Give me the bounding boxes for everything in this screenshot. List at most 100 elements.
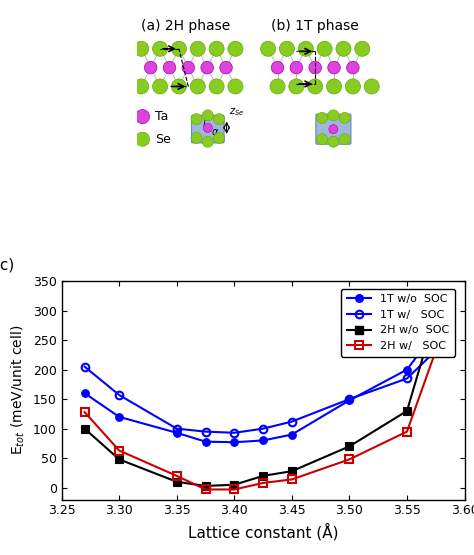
2H w/o  SOC (203, 483, 209, 490)
2H w/   SOC (260, 480, 266, 486)
Circle shape (209, 41, 224, 56)
Circle shape (172, 79, 186, 94)
1T w/o  SOC (203, 438, 209, 445)
Circle shape (339, 112, 350, 123)
1T w/o  SOC (116, 413, 122, 420)
1T w/o  SOC (260, 437, 266, 444)
2H w/o  SOC (289, 468, 295, 475)
2H w/   SOC (289, 476, 295, 483)
Circle shape (298, 41, 313, 56)
Circle shape (317, 134, 328, 145)
2H w/   SOC (203, 486, 209, 493)
Circle shape (153, 41, 168, 56)
Circle shape (309, 62, 321, 74)
Circle shape (190, 41, 205, 56)
2H w/o  SOC (231, 481, 237, 488)
1T w/   SOC (404, 375, 410, 382)
Circle shape (202, 110, 213, 121)
Circle shape (328, 136, 339, 147)
Circle shape (308, 79, 323, 94)
Circle shape (271, 62, 284, 74)
Line: 1T w/o  SOC: 1T w/o SOC (81, 327, 439, 446)
Text: Ta: Ta (155, 110, 168, 123)
1T w/   SOC (203, 428, 209, 435)
1T w/   SOC (289, 418, 295, 425)
Text: $z_{Se}$: $z_{Se}$ (229, 106, 245, 118)
2H w/   SOC (231, 486, 237, 493)
Circle shape (214, 133, 225, 144)
Line: 2H w/o  SOC: 2H w/o SOC (81, 310, 439, 490)
Circle shape (228, 79, 243, 94)
Circle shape (327, 79, 342, 94)
Line: 1T w/   SOC: 1T w/ SOC (81, 347, 439, 437)
Circle shape (339, 134, 350, 145)
Circle shape (182, 62, 195, 74)
Circle shape (364, 79, 379, 94)
Line: 2H w/   SOC: 2H w/ SOC (81, 347, 439, 493)
Text: $\alpha$: $\alpha$ (211, 127, 219, 137)
Circle shape (136, 109, 149, 124)
Text: (c): (c) (0, 258, 15, 273)
2H w/o  SOC (174, 478, 180, 485)
Circle shape (336, 41, 351, 56)
Circle shape (220, 62, 232, 74)
1T w/o  SOC (82, 390, 88, 397)
Text: $l$: $l$ (201, 117, 206, 129)
2H w/   SOC (116, 447, 122, 454)
Circle shape (279, 41, 294, 56)
2H w/   SOC (82, 409, 88, 416)
1T w/o  SOC (404, 366, 410, 373)
Circle shape (214, 114, 225, 125)
Circle shape (261, 41, 275, 56)
2H w/o  SOC (260, 472, 266, 479)
1T w/   SOC (260, 425, 266, 432)
Circle shape (290, 62, 302, 74)
Circle shape (191, 114, 202, 125)
Circle shape (163, 62, 176, 74)
2H w/o  SOC (433, 310, 438, 317)
1T w/o  SOC (346, 397, 352, 403)
1T w/o  SOC (433, 328, 438, 335)
2H w/o  SOC (404, 407, 410, 414)
FancyBboxPatch shape (191, 115, 224, 143)
Circle shape (328, 62, 340, 74)
Circle shape (329, 125, 338, 134)
Circle shape (134, 41, 149, 56)
1T w/   SOC (82, 364, 88, 370)
Y-axis label: E$_{tot}$ (meV/unit cell): E$_{tot}$ (meV/unit cell) (10, 325, 27, 456)
FancyBboxPatch shape (316, 114, 351, 144)
2H w/o  SOC (82, 425, 88, 432)
1T w/   SOC (174, 425, 180, 432)
Circle shape (153, 79, 168, 94)
Circle shape (134, 79, 149, 94)
Circle shape (346, 79, 360, 94)
Text: Se: Se (155, 133, 171, 146)
Circle shape (209, 79, 224, 94)
1T w/o  SOC (174, 430, 180, 436)
Circle shape (172, 41, 186, 56)
Circle shape (145, 62, 157, 74)
1T w/   SOC (116, 392, 122, 398)
1T w/   SOC (231, 430, 237, 436)
Circle shape (270, 79, 285, 94)
2H w/   SOC (346, 456, 352, 463)
Circle shape (191, 133, 202, 144)
2H w/   SOC (174, 472, 180, 479)
Circle shape (328, 110, 339, 121)
Circle shape (355, 41, 370, 56)
1T w/   SOC (433, 347, 438, 354)
1T w/o  SOC (289, 431, 295, 438)
Text: (a) 2H phase: (a) 2H phase (141, 19, 230, 33)
Circle shape (202, 136, 213, 147)
1T w/o  SOC (231, 439, 237, 446)
Circle shape (317, 41, 332, 56)
2H w/   SOC (433, 347, 438, 354)
Circle shape (190, 79, 205, 94)
Circle shape (228, 41, 243, 56)
Circle shape (201, 62, 213, 74)
1T w/   SOC (346, 396, 352, 402)
X-axis label: Lattice constant (Å): Lattice constant (Å) (188, 523, 338, 541)
2H w/o  SOC (116, 456, 122, 463)
Circle shape (136, 132, 149, 146)
2H w/   SOC (404, 428, 410, 435)
